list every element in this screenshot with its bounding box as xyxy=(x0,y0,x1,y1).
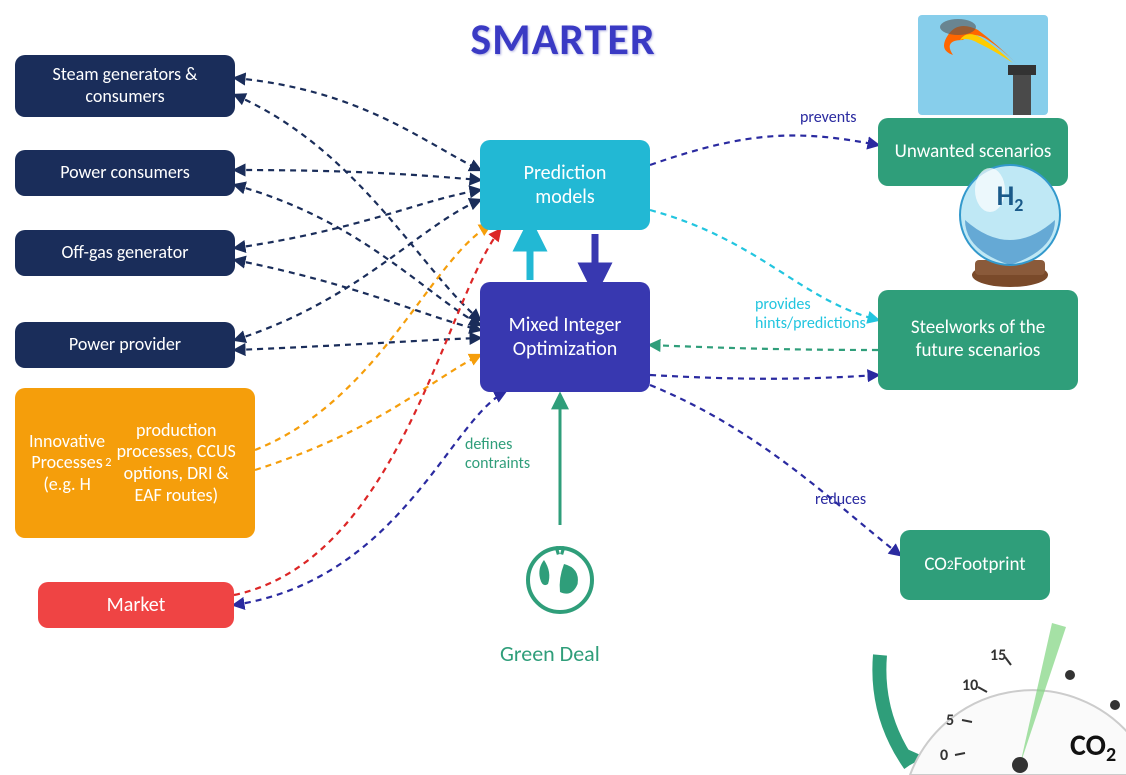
edge-market-pred xyxy=(234,230,500,595)
edge-pprov-mio xyxy=(235,338,480,350)
node-offgas: Off-gas generator xyxy=(15,230,235,276)
edge-offgas-mio xyxy=(235,260,480,330)
node-pprov: Power provider xyxy=(15,322,235,368)
edge-steam-pred xyxy=(235,78,480,170)
node-innov: Innovative Processes (e.g. H2 production… xyxy=(15,388,255,538)
node-co2: CO2 Footprint xyxy=(900,530,1050,600)
flare-image xyxy=(918,15,1048,115)
node-steam: Steam generators & consumers xyxy=(15,55,235,117)
svg-text:15: 15 xyxy=(990,646,1006,665)
edge-pred-unwanted xyxy=(650,135,878,165)
edge-steelw-mio xyxy=(650,345,878,350)
co2-gauge-image: 0 5 10 15 CO2 xyxy=(870,605,1126,775)
edge-label-pred-steelw: provideshints/predictions xyxy=(755,295,866,333)
svg-text:0: 0 xyxy=(940,746,948,765)
edge-steam-mio xyxy=(235,95,480,320)
edge-pcons-mio xyxy=(235,185,480,325)
edge-pprov-pred xyxy=(235,200,480,340)
node-pcons: Power consumers xyxy=(15,150,235,196)
edge-label-pred-unwanted: prevents xyxy=(800,108,857,127)
edge-pcons-pred xyxy=(235,170,480,180)
node-steelw: Steelworks of the future scenarios xyxy=(878,290,1078,390)
edge-label-greendeal-mio: definescontraints xyxy=(465,435,530,473)
edge-label-mio-co2: reduces xyxy=(815,490,866,509)
node-mio: Mixed Integer Optimization xyxy=(480,282,650,392)
green-deal-label: Green Deal xyxy=(500,640,600,667)
edge-mio-steelw xyxy=(650,375,878,379)
edge-innov-mio xyxy=(255,355,480,470)
node-market: Market xyxy=(38,582,234,628)
svg-text:5: 5 xyxy=(946,711,954,730)
svg-text:10: 10 xyxy=(962,676,978,695)
edge-innov-pred xyxy=(255,225,490,450)
edge-market-mio xyxy=(234,392,505,605)
edge-offgas-pred xyxy=(235,190,480,248)
edge-mio-co2 xyxy=(650,385,900,555)
h2-crystal-ball-image: H2 xyxy=(950,150,1070,290)
page-title: SMARTER xyxy=(470,12,655,66)
globe-icon xyxy=(520,540,600,620)
node-pred: Prediction models xyxy=(480,140,650,230)
